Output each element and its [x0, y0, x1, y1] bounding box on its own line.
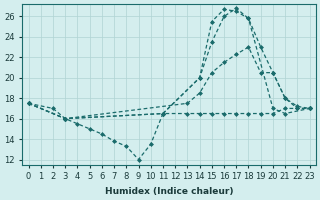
X-axis label: Humidex (Indice chaleur): Humidex (Indice chaleur)	[105, 187, 233, 196]
